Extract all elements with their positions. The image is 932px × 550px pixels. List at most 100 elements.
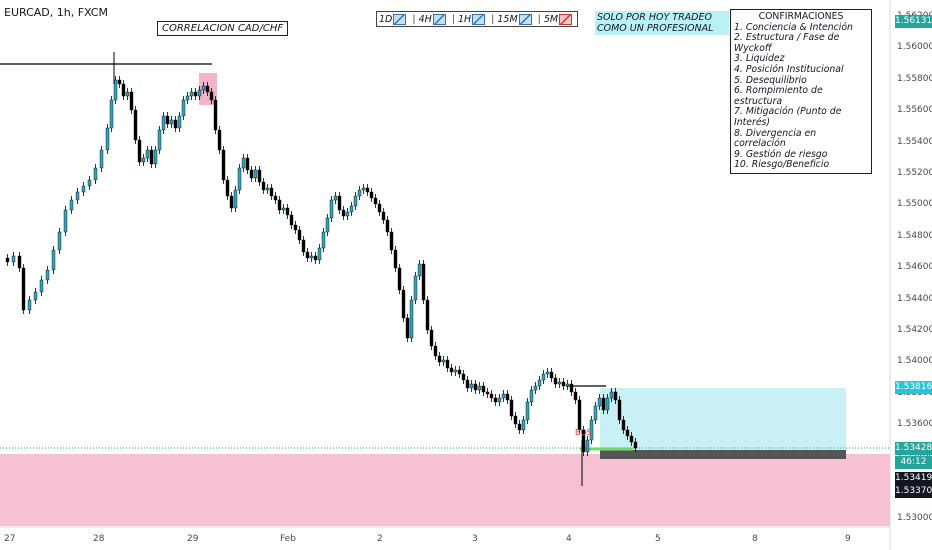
confirmation-item: 7. Mitigación (Punto de Interés)	[734, 106, 842, 128]
price-tick: 1.55800	[897, 73, 932, 84]
candle	[617, 399, 622, 421]
candle	[389, 231, 394, 251]
candle	[365, 187, 370, 193]
price-label-stop: 1.53370	[895, 485, 932, 498]
candle	[537, 379, 542, 387]
candle	[177, 115, 182, 129]
candle	[5, 257, 10, 263]
time-tick: 5	[655, 534, 661, 544]
price-tick: 1.53400	[897, 451, 932, 461]
candle	[401, 289, 406, 319]
candle	[289, 214, 294, 226]
candle	[81, 185, 86, 193]
confirmation-item: 3. Liquidez	[734, 53, 785, 65]
candle	[561, 381, 566, 387]
time-tick: 4	[566, 534, 572, 544]
candle	[509, 399, 514, 417]
timeframe-bar: 1D | 4H | 1H | 15M | 5M	[376, 11, 579, 27]
confirmation-item: 5. Desequilibrio	[734, 74, 807, 86]
candle	[625, 429, 630, 437]
candle	[569, 383, 574, 393]
time-tick: 2	[377, 534, 383, 544]
price-tick: 1.54000	[897, 356, 932, 367]
candle	[633, 441, 638, 449]
candle	[141, 157, 146, 163]
candle	[245, 157, 250, 171]
candle	[549, 371, 554, 379]
candle	[129, 91, 134, 111]
confirmation-item: 8. Divergencia en correlación	[734, 127, 817, 150]
candle	[257, 169, 262, 183]
time-tick: 8	[752, 534, 758, 544]
candle	[133, 109, 138, 141]
candle	[441, 359, 446, 363]
promo-text: SOLO POR HOY TRADEO COMO UN PROFESIONAL	[595, 11, 729, 35]
candle	[117, 79, 122, 85]
candle	[125, 91, 130, 97]
price-label-entry: 1.53419	[895, 472, 932, 485]
candle	[145, 149, 150, 159]
candle	[465, 379, 470, 389]
candle	[27, 299, 32, 311]
zone-icon	[393, 13, 407, 25]
candle	[241, 157, 246, 169]
candle	[149, 149, 154, 165]
candle	[497, 397, 502, 403]
candle	[557, 381, 562, 385]
candle	[261, 181, 266, 191]
candle	[201, 85, 206, 91]
candle	[449, 367, 454, 373]
candle	[425, 299, 430, 331]
price-tick: 1.55200	[897, 168, 932, 178]
candle	[209, 91, 214, 101]
candle	[505, 393, 510, 401]
candle	[421, 263, 426, 301]
timeframe-4h[interactable]: 4H	[419, 13, 446, 25]
time-tick: 3	[472, 534, 478, 544]
candle	[513, 415, 518, 425]
price-label-target: 1.53816	[895, 381, 932, 394]
candle	[281, 207, 286, 211]
candle	[197, 89, 202, 97]
candle	[417, 263, 422, 277]
candle	[121, 83, 126, 97]
candle	[225, 179, 230, 197]
candle	[17, 255, 22, 269]
candle	[277, 199, 282, 211]
candle	[185, 95, 190, 101]
candle	[405, 317, 410, 339]
price-tick: 1.54400	[897, 293, 932, 304]
stop-box	[600, 450, 846, 459]
timeframe-5m[interactable]: 5M	[544, 13, 573, 25]
candle	[481, 385, 486, 393]
candle	[613, 391, 618, 401]
price-tick: 1.53600	[897, 419, 932, 430]
price-tick: 1.55600	[897, 105, 932, 116]
confirmation-item: 1. Conciencia & Intención	[734, 21, 853, 33]
candle	[529, 389, 534, 403]
candle	[237, 167, 242, 191]
timeframe-1h[interactable]: 1H	[458, 13, 486, 25]
candle	[565, 383, 570, 387]
candle	[109, 99, 114, 129]
candle	[63, 209, 68, 233]
candle	[297, 229, 302, 241]
candle	[169, 119, 174, 125]
candle	[217, 129, 222, 151]
candle	[69, 199, 74, 211]
timeframe-15m[interactable]: 15M	[497, 13, 532, 25]
candle	[99, 149, 104, 169]
candle	[473, 383, 478, 391]
candle	[593, 405, 598, 421]
candle	[161, 115, 166, 131]
candle	[477, 385, 482, 391]
candle	[321, 231, 326, 249]
symbol-title: EURCAD, 1h, FXCM	[4, 6, 108, 19]
candle	[33, 291, 38, 301]
confirmations-panel: CONFIRMACIONES 1. Conciencia & Intención…	[730, 9, 872, 174]
candle	[113, 79, 118, 101]
candle	[165, 115, 170, 125]
timeframe-1d[interactable]: 1D	[379, 13, 407, 25]
countdown-label: 46:12	[895, 456, 932, 469]
